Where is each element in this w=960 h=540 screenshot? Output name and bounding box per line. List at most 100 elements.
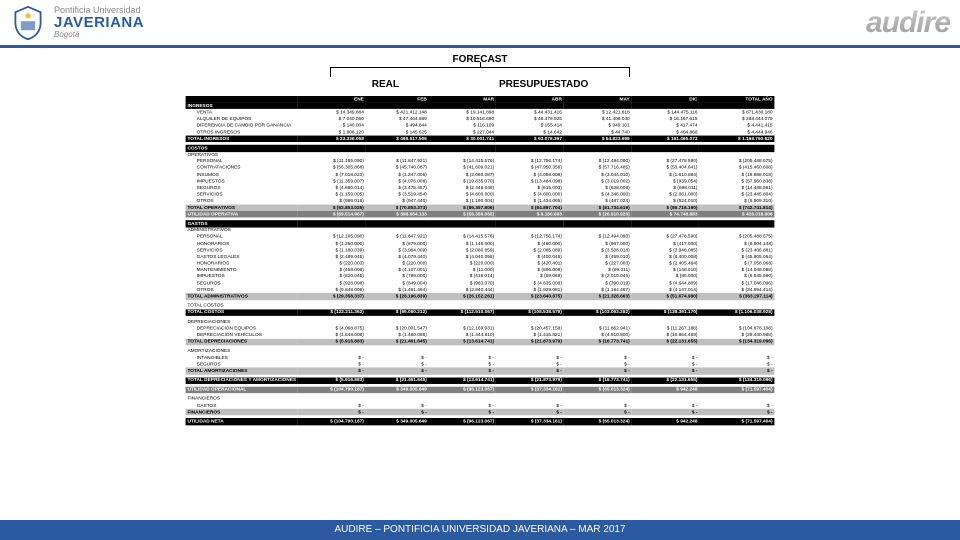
cell: $ - (429, 368, 496, 375)
cell: FEB (366, 96, 429, 103)
cell: $ - (699, 409, 774, 416)
cell: $ (227.003) (564, 260, 632, 267)
cell (429, 319, 496, 326)
cell: TOTAL OPERATIVOS (186, 205, 298, 212)
cell: TOTAL INGRESOS (186, 136, 298, 143)
cell (496, 145, 564, 152)
cell: $ (615.003) (496, 185, 564, 192)
cell: $ (1.929.081) (496, 287, 564, 294)
cell: $ - (366, 409, 429, 416)
cell: $ (20.457.158) (496, 325, 564, 332)
cell: TOTAL ADMINISTRATIVOS (186, 293, 298, 300)
uni-city: Bogotá (54, 31, 144, 39)
cell: $ (4.147.014) (632, 287, 700, 294)
cell: $ - (366, 361, 429, 368)
cell (564, 221, 632, 228)
cell (496, 152, 564, 159)
cell: DEPRECIACIONES (186, 319, 298, 326)
cell (496, 103, 564, 110)
cell: $ (9.848.009) (298, 287, 366, 294)
cell: $ 398.664.133 (366, 211, 429, 218)
cell: IMPUESTOS (186, 178, 298, 185)
cell: $ (56.356.065) (429, 211, 496, 218)
sub-real: REAL (372, 79, 399, 90)
cell: $ 4.441.415 (699, 122, 774, 129)
cell: INGRESOS (186, 103, 298, 110)
footer-left: AUDIRE – PONTIFICIA UNIVERSIDAD JAVERIAN… (334, 524, 567, 535)
cell: $ (28.196.839) (366, 293, 429, 300)
uni-title: JAVERIANA (54, 15, 144, 30)
cell: $ (7.058.068) (699, 260, 774, 267)
cell: ABR (496, 96, 564, 103)
cell: $ (1.247.006) (366, 171, 429, 178)
cell (366, 319, 429, 326)
cell: $ (2.448.048) (429, 185, 496, 192)
cell: $ - (496, 361, 564, 368)
cell (632, 303, 700, 310)
forecast-table: ENEFEBMARABRMAYDICTOTAL AÑOINGRESOSVENTA… (186, 96, 775, 428)
cell: TOTAL DEPRECIACIONES Y AMORTIZACIONES (186, 377, 298, 384)
cell: $ (742.741.814) (699, 205, 774, 212)
cell (699, 152, 774, 159)
cell (366, 152, 429, 159)
cell: DIC (632, 96, 700, 103)
cell: $ (22.131.655) (632, 377, 700, 384)
cell (564, 152, 632, 159)
cell: $ (26.910.920) (564, 211, 632, 218)
cell: $ (69.514.967) (298, 211, 366, 218)
cell: $ 161.465.073 (632, 136, 700, 143)
cell: $ (19.988.018) (699, 171, 774, 178)
cell: $ 494.844 (366, 122, 429, 129)
cell: $ 1.168.760.620 (699, 136, 774, 143)
sub-presup: PRESUPUESTADO (499, 79, 588, 90)
cell: $ (104.878.108) (699, 325, 774, 332)
cell: $ - (564, 409, 632, 416)
cell: $ 8.180.693 (496, 211, 564, 218)
cell (298, 221, 366, 228)
cell: $ (459.010) (564, 254, 632, 261)
cell: $ (220.000) (366, 260, 429, 267)
cell: $ 404.868 (632, 129, 700, 136)
cell (366, 227, 429, 234)
cell: OTROS INGRESOS (186, 129, 298, 136)
cell: $ (4.076.008) (366, 178, 429, 185)
cell: $ 155.414 (496, 122, 564, 129)
cell (366, 145, 429, 152)
cell (564, 103, 632, 110)
cell: $ (29.358.337) (298, 293, 366, 300)
cell: $ (20.001.547) (366, 325, 429, 332)
cell: $ (34.994.414) (699, 287, 774, 294)
cell (699, 227, 774, 234)
cell: $ (12.169.931) (429, 325, 496, 332)
cell: $ (363.297.114) (699, 293, 774, 300)
cell: $ (1.610.884) (632, 171, 700, 178)
cell: $ (138.391.170) (632, 309, 700, 316)
cell (366, 103, 429, 110)
cell: $ (84.897.704) (496, 205, 564, 212)
cell (699, 103, 774, 110)
cell: $ (13.484.098) (496, 178, 564, 185)
cell: $ 227.044 (429, 129, 496, 136)
cell: TOTAL COSTOS (186, 303, 298, 310)
cell: $ 140.004 (298, 122, 366, 129)
cell: $ - (699, 368, 774, 375)
cell: $ (2.489.045) (298, 254, 366, 261)
cell: $ 14.642 (496, 129, 564, 136)
cell (564, 145, 632, 152)
shield-icon (10, 5, 46, 41)
cell: $ (2.405.464) (632, 260, 700, 267)
cell: $ (21.873.979) (496, 377, 564, 384)
cell: MAY (564, 96, 632, 103)
cell: $ - (632, 368, 700, 375)
cell (632, 145, 700, 152)
cell: $ - (632, 361, 700, 368)
cell: $ - (429, 409, 496, 416)
cell: $ 1.808.120 (298, 129, 366, 136)
cell: $ (1.106.038.928) (699, 309, 774, 316)
cell: $ (7.018.023) (298, 171, 366, 178)
page-footer: AUDIRE – PONTIFICIA UNIVERSIDAD JAVERIAN… (0, 520, 960, 540)
cell: OPERATIVOS (186, 152, 298, 159)
cell: SEGUROS (186, 361, 298, 368)
cell (496, 303, 564, 310)
cell: $ (4.068.875) (298, 325, 366, 332)
